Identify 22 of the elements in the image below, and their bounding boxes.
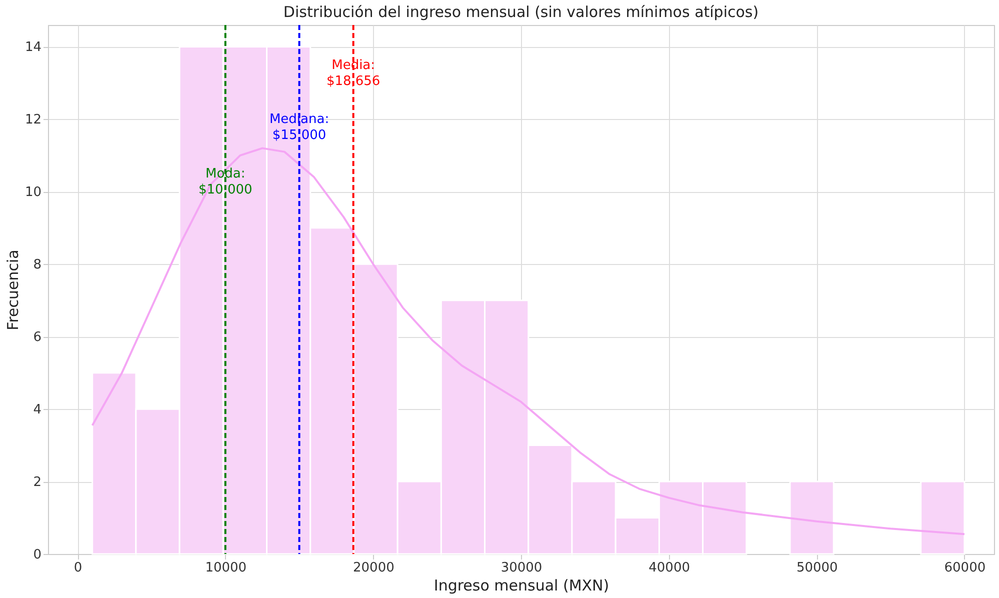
y-tick-label: 4 [33,402,42,418]
y-tick-label: 0 [33,548,42,562]
x-tick-label: 50000 [796,560,838,576]
chart-title: Distribución del ingreso mensual (sin valores mínimos atípicos) [283,3,759,21]
x-tick-label: 20000 [353,560,394,576]
y-tick-label: 8 [33,258,42,273]
y-tick-label: 10 [24,185,42,200]
y-tick-label: 14 [24,40,42,56]
x-axis-title: Ingreso mensual (MXN) [434,576,610,594]
x-tick-label: 60000 [944,560,986,576]
x-tick-label: 0 [74,560,82,576]
ref-line-label: Mediana: $15,000 [269,112,330,144]
x-tick-label: 10000 [205,560,247,576]
ref-line-label: Moda: $10,000 [198,166,252,198]
y-tick-label: 6 [33,330,42,346]
y-tick-label: 2 [33,475,42,490]
ref-line-label: Media: $18,656 [326,58,380,89]
y-tick-label: 12 [24,112,42,128]
x-tick-label: 40000 [648,560,690,576]
y-axis-title: Frecuencia [4,250,22,330]
x-tick-label: 30000 [500,560,542,576]
line-series [91,147,966,536]
